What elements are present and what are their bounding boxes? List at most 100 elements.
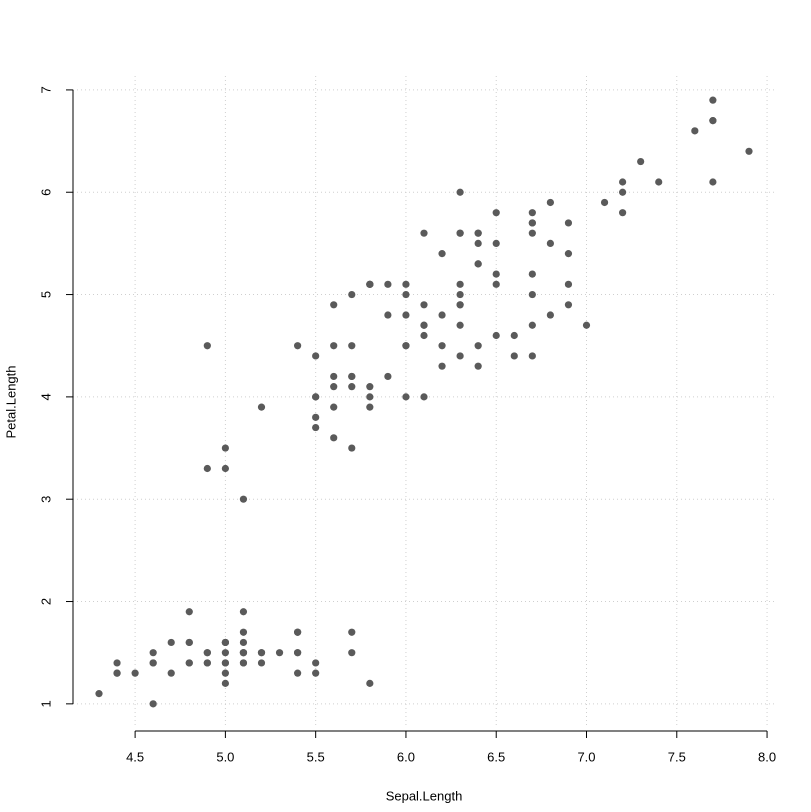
point [474, 342, 482, 350]
point [637, 157, 645, 166]
x-tick-label: 7.5 [668, 749, 686, 764]
point [149, 659, 157, 667]
point [528, 219, 536, 227]
point [348, 372, 356, 381]
point [384, 311, 392, 319]
point [528, 209, 536, 217]
point [294, 649, 302, 657]
point [113, 669, 121, 677]
point [456, 188, 464, 196]
point [312, 413, 320, 421]
y-tick-label: 5 [38, 291, 53, 298]
x-tick-label: 5.0 [216, 749, 234, 764]
point [294, 342, 302, 350]
point [438, 250, 446, 258]
point [564, 280, 573, 288]
point [185, 608, 193, 616]
point [312, 659, 320, 667]
point [239, 638, 248, 647]
point [221, 669, 229, 677]
point [239, 649, 248, 657]
point [203, 649, 211, 657]
point [221, 444, 229, 452]
point [348, 383, 356, 391]
point [420, 321, 428, 329]
point [113, 659, 121, 667]
point [221, 638, 229, 647]
point [366, 679, 374, 687]
point [203, 659, 211, 667]
point [384, 372, 392, 381]
point [330, 403, 338, 411]
point [619, 209, 627, 217]
point [384, 280, 392, 288]
y-tick-label: 3 [38, 496, 53, 503]
point [402, 342, 410, 350]
point [167, 638, 175, 647]
point [564, 301, 573, 309]
point [510, 352, 518, 360]
point [492, 270, 500, 278]
point [546, 198, 554, 207]
point [221, 649, 229, 657]
point [348, 649, 356, 657]
point [185, 638, 193, 647]
x-tick-label: 6.5 [487, 749, 505, 764]
point [474, 362, 482, 370]
point [456, 229, 464, 237]
point [438, 311, 446, 319]
point [366, 403, 374, 411]
point [528, 229, 536, 237]
point [348, 290, 356, 299]
point [203, 464, 211, 473]
point [655, 178, 663, 186]
point [239, 495, 248, 503]
y-tick-label: 6 [38, 189, 53, 196]
point [474, 239, 482, 247]
x-tick-label: 8.0 [758, 749, 776, 764]
point [456, 280, 464, 288]
point [528, 270, 536, 278]
point [330, 372, 338, 381]
point [402, 311, 410, 319]
point [528, 321, 536, 329]
point [312, 352, 320, 360]
point [456, 301, 464, 309]
point [402, 290, 410, 299]
point [203, 342, 211, 350]
y-tick-label: 7 [38, 86, 53, 93]
point [330, 342, 338, 350]
point [528, 352, 536, 360]
point [257, 659, 266, 667]
x-tick-label: 4.5 [126, 749, 144, 764]
point [312, 423, 320, 432]
point [221, 659, 229, 667]
point [564, 219, 573, 227]
point [474, 260, 482, 268]
point [149, 700, 157, 708]
point [149, 649, 157, 657]
point [438, 342, 446, 350]
point [619, 178, 627, 186]
point [492, 331, 500, 340]
point [366, 280, 374, 288]
point [492, 239, 500, 247]
point [582, 321, 591, 329]
y-tick-label: 4 [38, 393, 53, 400]
point [348, 444, 356, 452]
y-axis-label: Petal.Length [3, 365, 18, 438]
x-tick-label: 5.5 [307, 749, 325, 764]
x-tick-label: 7.0 [577, 749, 595, 764]
x-tick-label: 6.0 [397, 749, 415, 764]
point [402, 280, 410, 288]
point [330, 434, 338, 442]
point [275, 649, 284, 657]
point [619, 188, 627, 196]
point [420, 393, 428, 401]
point [420, 229, 428, 237]
point [312, 669, 320, 677]
point [528, 290, 536, 299]
point [185, 659, 193, 667]
y-tick-label: 2 [38, 598, 53, 605]
